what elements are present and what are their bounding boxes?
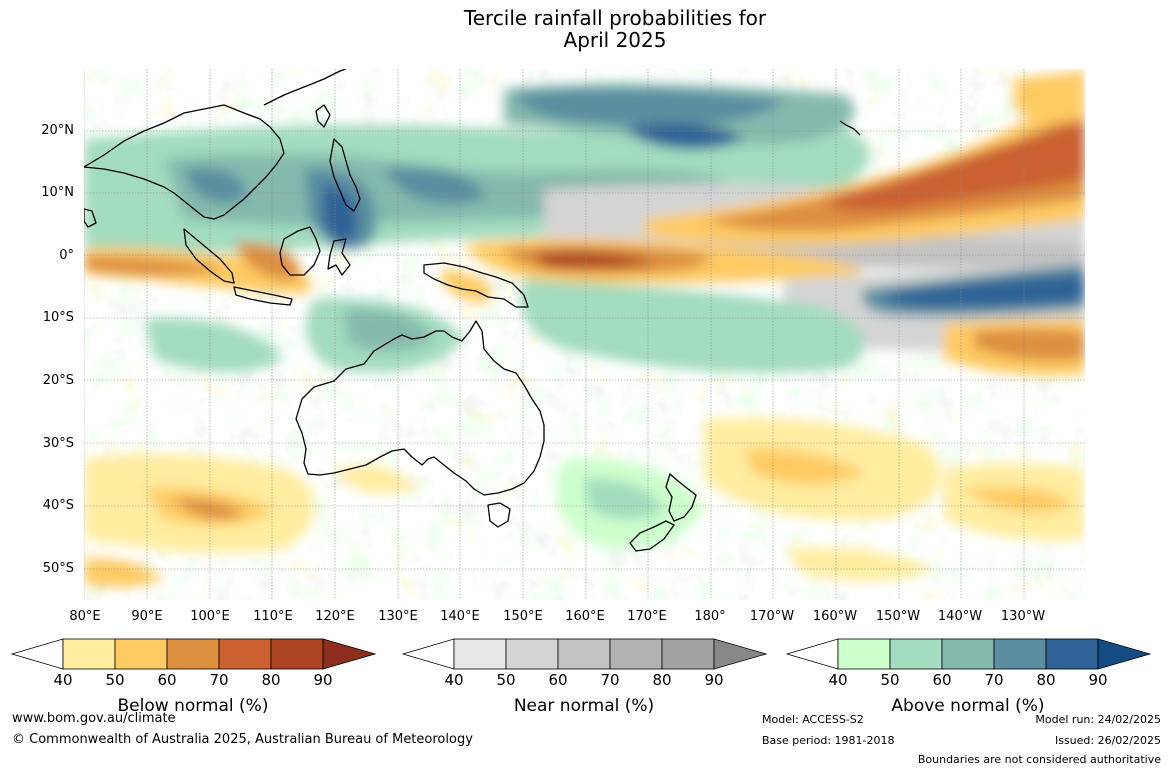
map-title-line2: April 2025 (563, 28, 667, 52)
footer-model: Model: ACCESS-S2 (762, 713, 864, 726)
colorbar-near-high-arrow (713, 638, 768, 670)
colorbar-above-segment (993, 638, 1047, 670)
colorbar-below-segment (218, 638, 272, 670)
footer-base-period: Base period: 1981-2018 (762, 734, 895, 747)
colorbar-below-segment (166, 638, 220, 670)
footer-website: www.bom.gov.au/climate (12, 711, 176, 726)
lat-label-20s: 20°S (42, 373, 74, 388)
colorbar-near-segment (557, 638, 611, 670)
lat-label-10s: 10°S (42, 310, 74, 325)
colorbar-near-tick-label: 60 (548, 671, 568, 689)
taiwan-coastline (315, 104, 331, 128)
colorbar-above-tick-label: 80 (1036, 671, 1056, 689)
footer-issued: Issued: 26/02/2025 (1054, 734, 1161, 747)
australia-coastline (295, 320, 545, 496)
colorbar-near-segment (453, 638, 507, 670)
colorbar-above-low-arrow (785, 638, 839, 670)
lon-label-160w: 160°W (812, 609, 858, 624)
colorbar-below-high-arrow (322, 638, 377, 670)
colorbar-below-tick-label: 50 (105, 671, 125, 689)
sri-lanka-coastline (84, 208, 97, 228)
lon-label-100e: 100°E (190, 609, 230, 624)
map-title-line1: Tercile rainfall probabilities for (463, 6, 767, 30)
philippines-coastline (329, 138, 361, 212)
colorbar-near-tick-label: 40 (444, 671, 464, 689)
borneo-coastline (279, 226, 321, 276)
map-gridlines (84, 69, 1085, 600)
colorbar-near-tick-label: 50 (496, 671, 516, 689)
colorbar-below-segment (114, 638, 168, 670)
colorbar-above-tick-label: 40 (828, 671, 848, 689)
colorbar-above-tick-label: 90 (1088, 671, 1108, 689)
colorbar-near-tick-label: 90 (704, 671, 724, 689)
colorbar-near-segment (661, 638, 715, 670)
colorbar-above-segment (837, 638, 891, 670)
lon-label-170e: 170°E (627, 609, 667, 624)
colorbar-above-segment (889, 638, 943, 670)
footer-copyright: © Commonwealth of Australia 2025, Austra… (12, 732, 473, 747)
lon-label-110e: 110°E (253, 609, 293, 624)
lat-label-0: 0° (59, 248, 74, 263)
colorbar-below-tick-label: 60 (157, 671, 177, 689)
footer-disclaimer: Boundaries are not considered authoritat… (917, 753, 1161, 766)
lon-label-150e: 150°E (503, 609, 543, 624)
colorbar-above-segment (1045, 638, 1099, 670)
nz-north-coastline (665, 473, 697, 522)
java-coastline (233, 286, 293, 306)
lat-label-40s: 40°S (42, 498, 74, 513)
colorbar-near-normal (401, 638, 768, 670)
sumatra-coastline (183, 228, 235, 284)
colorbar-below-tick-label: 90 (313, 671, 333, 689)
tasmania-coastline (487, 502, 511, 528)
colorbar-below-segment (270, 638, 324, 670)
colorbar-above-segment (941, 638, 995, 670)
colorbar-near-segment (609, 638, 663, 670)
colorbar-above-high-arrow (1097, 638, 1152, 670)
colorbar-above-tick-label: 50 (880, 671, 900, 689)
colorbar-below-tick-label: 40 (53, 671, 73, 689)
colorbar-near-tick-label: 70 (600, 671, 620, 689)
asia-mainland-coastline (84, 104, 285, 220)
colorbar-below-low-arrow (10, 638, 64, 670)
footer-model-run: Model run: 24/02/2025 (1035, 713, 1161, 726)
colorbar-title-above: Above normal (%) (891, 696, 1045, 716)
new-guinea-coastline (423, 262, 529, 308)
lon-label-140w: 140°W (937, 609, 983, 624)
colorbar-below-tick-label: 80 (261, 671, 281, 689)
colorbar-near-tick-label: 80 (652, 671, 672, 689)
lon-label-80e: 80°E (69, 609, 101, 624)
probability-shading (84, 69, 1085, 588)
lat-label-50s: 50°S (42, 561, 74, 576)
lat-label-20n: 20°N (41, 123, 74, 138)
colorbar-near-segment (505, 638, 559, 670)
colorbar-title-near: Near normal (%) (513, 696, 655, 716)
lon-label-140e: 140°E (440, 609, 480, 624)
china-coastline (263, 69, 347, 106)
lon-label-180: 180° (694, 609, 726, 624)
nz-south-coastline (629, 520, 675, 552)
lon-label-160e: 160°E (565, 609, 605, 624)
lon-label-130e: 130°E (378, 609, 418, 624)
colorbar-below-normal (10, 638, 377, 670)
sulawesi-coastline (327, 238, 351, 276)
colorbar-near-low-arrow (401, 638, 455, 670)
lon-label-90e: 90°E (131, 609, 163, 624)
lon-label-150w: 150°W (875, 609, 921, 624)
lon-label-170w: 170°W (749, 609, 795, 624)
colorbar-below-segment (62, 638, 116, 670)
rainfall-probability-map (84, 69, 1085, 600)
lon-label-130w: 130°W (1000, 609, 1046, 624)
lon-label-120e: 120°E (315, 609, 355, 624)
lat-label-10n: 10°N (41, 185, 74, 200)
colorbar-above-tick-label: 60 (932, 671, 952, 689)
colorbar-above-tick-label: 70 (984, 671, 1004, 689)
colorbar-above-normal (785, 638, 1152, 670)
colorbar-title-below: Below normal (%) (117, 696, 269, 716)
hawaii-coastline (839, 120, 861, 136)
colorbar-below-tick-label: 70 (209, 671, 229, 689)
lat-label-30s: 30°S (42, 436, 74, 451)
coastlines (84, 69, 861, 552)
